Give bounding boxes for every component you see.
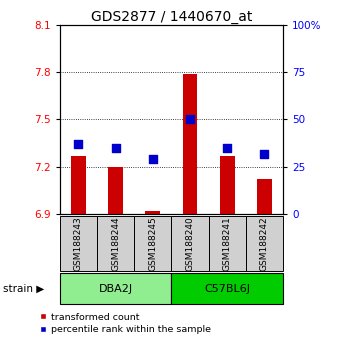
Bar <box>145 211 160 214</box>
Bar <box>257 179 272 214</box>
Bar <box>182 74 197 214</box>
Title: GDS2877 / 1440670_at: GDS2877 / 1440670_at <box>91 10 252 24</box>
Bar <box>134 216 171 271</box>
Bar <box>71 156 86 214</box>
Bar <box>220 156 235 214</box>
Text: GSM188242: GSM188242 <box>260 216 269 271</box>
Point <box>113 145 118 151</box>
Text: DBA2J: DBA2J <box>99 284 133 293</box>
Bar <box>171 273 283 304</box>
Text: C57BL6J: C57BL6J <box>204 284 250 293</box>
Bar <box>60 216 97 271</box>
Bar <box>97 216 134 271</box>
Bar <box>209 216 246 271</box>
Bar <box>108 167 123 214</box>
Point <box>224 145 230 151</box>
Text: GSM188240: GSM188240 <box>186 216 194 271</box>
Point <box>187 117 193 122</box>
Text: GSM188245: GSM188245 <box>148 216 157 271</box>
Point <box>262 151 267 156</box>
Point <box>150 156 155 162</box>
Text: GSM188244: GSM188244 <box>111 216 120 271</box>
Text: GSM188243: GSM188243 <box>74 216 83 271</box>
Bar <box>60 273 172 304</box>
Point <box>76 141 81 147</box>
Text: GSM188241: GSM188241 <box>223 216 232 271</box>
Text: strain ▶: strain ▶ <box>3 284 45 293</box>
Bar <box>246 216 283 271</box>
Bar <box>171 216 209 271</box>
Legend: transformed count, percentile rank within the sample: transformed count, percentile rank withi… <box>39 313 211 334</box>
